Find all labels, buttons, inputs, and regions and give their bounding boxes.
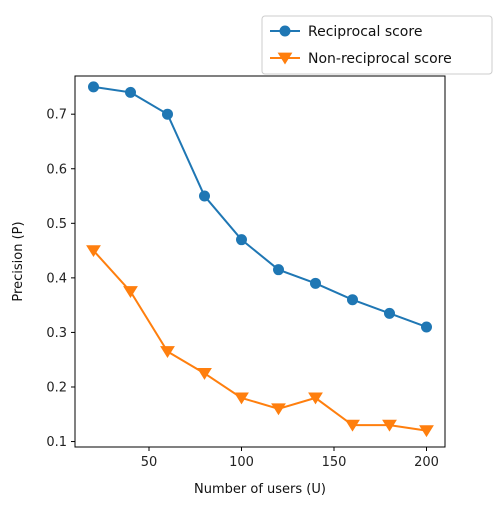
data-point-non-reciprocal bbox=[419, 425, 434, 438]
data-point-non-reciprocal bbox=[345, 419, 360, 432]
y-axis-label: Precision (P) bbox=[11, 221, 26, 301]
legend-label-non-reciprocal: Non-reciprocal score bbox=[308, 51, 452, 67]
x-tick-label: 50 bbox=[141, 455, 158, 470]
x-tick-label: 200 bbox=[414, 455, 439, 470]
data-point-non-reciprocal bbox=[271, 403, 286, 416]
series-line-non-reciprocal bbox=[92, 249, 427, 432]
data-point-reciprocal bbox=[88, 81, 99, 93]
legend: Reciprocal score Non-reciprocal score bbox=[261, 15, 493, 75]
data-point-non-reciprocal bbox=[160, 346, 175, 358]
legend-box bbox=[261, 15, 493, 75]
x-tick-label: 100 bbox=[229, 455, 254, 470]
series-line-reciprocal bbox=[93, 85, 427, 328]
y-tick-label: 0.1 bbox=[46, 435, 67, 450]
y-tick-label: 0.3 bbox=[46, 326, 67, 341]
x-axis-label: Number of users (U) bbox=[194, 482, 326, 497]
data-point-non-reciprocal bbox=[234, 392, 249, 405]
legend-label-reciprocal: Reciprocal score bbox=[308, 24, 422, 40]
data-point-reciprocal bbox=[384, 307, 395, 319]
data-point-non-reciprocal bbox=[123, 286, 138, 298]
legend-marker-shape bbox=[277, 52, 293, 65]
data-point-reciprocal bbox=[125, 86, 136, 98]
data-point-reciprocal bbox=[347, 294, 358, 306]
y-tick-label: 0.5 bbox=[46, 217, 67, 232]
data-point-reciprocal bbox=[421, 321, 432, 333]
data-point-non-reciprocal bbox=[86, 245, 101, 258]
y-tick-label: 0.6 bbox=[46, 162, 67, 177]
y-tick-label: 0.2 bbox=[46, 380, 67, 395]
data-point-non-reciprocal bbox=[197, 367, 212, 380]
data-point-reciprocal bbox=[199, 190, 210, 202]
legend-marker-reciprocal bbox=[279, 25, 291, 37]
x-tick-label: 150 bbox=[322, 455, 347, 470]
axis-ticks: 50 100 150 200 0.1 0.2 0.3 0.4 0.5 0.6 0.7 bbox=[46, 108, 439, 470]
y-tick-label: 0.7 bbox=[46, 108, 67, 123]
plot-area-frame bbox=[74, 75, 446, 448]
data-point-non-reciprocal bbox=[382, 419, 397, 432]
data-point-reciprocal bbox=[273, 264, 284, 276]
legend-marker-non-reciprocal bbox=[277, 52, 293, 65]
data-point-non-reciprocal bbox=[308, 392, 323, 405]
y-tick-label: 0.4 bbox=[46, 271, 67, 286]
series-layer bbox=[86, 81, 434, 438]
data-point-reciprocal bbox=[236, 234, 247, 246]
legend-marker-shape bbox=[279, 25, 291, 37]
data-point-reciprocal bbox=[162, 108, 173, 120]
data-point-reciprocal bbox=[310, 277, 321, 289]
